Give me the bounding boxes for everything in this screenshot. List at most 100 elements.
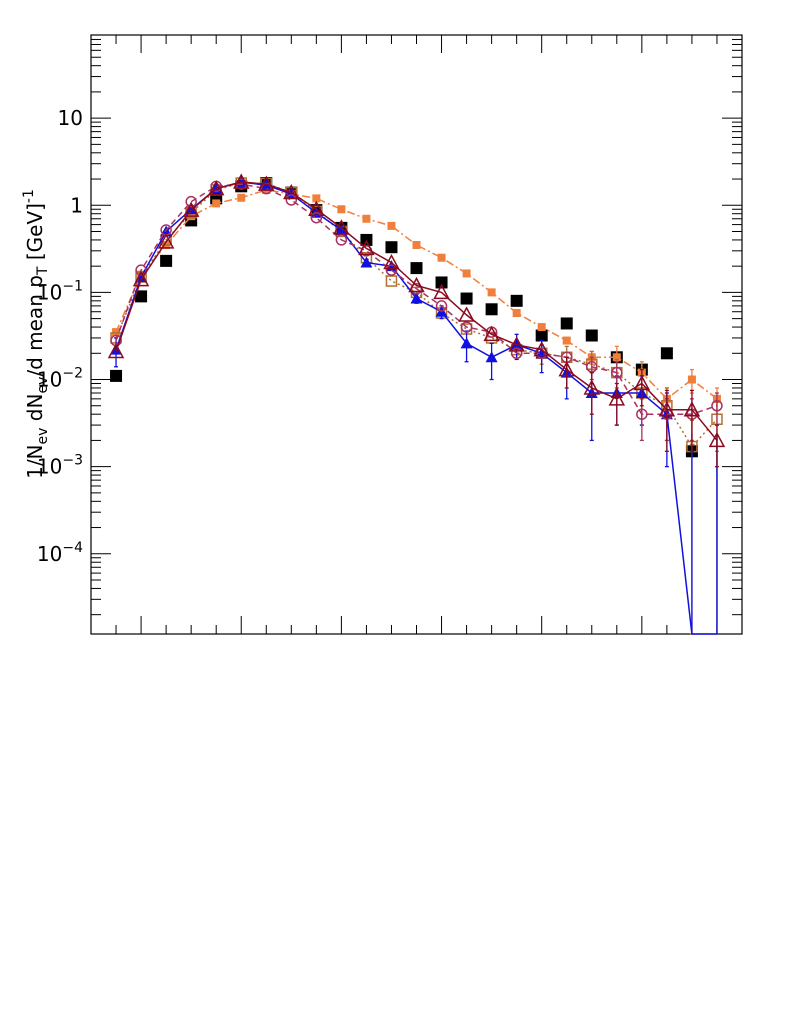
y-axis-label: 1/Nev dNev/d mean pT [GeV]-1 — [21, 189, 51, 479]
data-point — [460, 321, 473, 333]
data-point — [485, 351, 498, 363]
y-axis-label-sub: ev — [35, 428, 51, 445]
y-tick-label-base: 10 — [37, 455, 62, 479]
series — [110, 178, 723, 442]
y-tick-label: 10 — [58, 106, 83, 130]
data-point — [258, 175, 275, 191]
data-point — [510, 294, 523, 307]
data-point — [633, 374, 651, 391]
y-axis-label-sub: T — [35, 266, 51, 276]
y-tick-label-base: 10 — [37, 368, 62, 392]
data-point — [558, 361, 575, 377]
data-point — [335, 224, 348, 236]
series-line — [115, 182, 718, 448]
data-point — [611, 366, 623, 379]
data-point — [107, 342, 125, 359]
data-point — [383, 253, 400, 270]
data-point — [135, 290, 148, 303]
data-point — [612, 353, 621, 362]
y-tick-label-exponent: −2 — [62, 366, 83, 382]
y-axis-label-part: dN — [23, 394, 47, 428]
data-point — [185, 203, 198, 215]
data-point — [185, 195, 197, 208]
y-tick-label: 10−4 — [37, 540, 83, 566]
data-point — [460, 337, 473, 349]
y-axis-label-sub: ev — [35, 377, 51, 394]
data-point — [157, 233, 175, 249]
y-tick-label-exponent: −1 — [62, 278, 83, 294]
data-point — [335, 234, 348, 246]
data-point — [285, 194, 298, 206]
data-point — [485, 303, 498, 316]
data-point — [711, 399, 723, 412]
y-tick-label-exponent: −3 — [62, 453, 83, 469]
y-axis-label-part: /d mean p — [23, 275, 47, 377]
plot-frame — [90, 34, 743, 635]
y-tick-label-base: 1 — [70, 193, 83, 217]
data-point — [586, 361, 598, 373]
data-point — [512, 309, 521, 318]
y-axis-label-sup: -1 — [21, 189, 37, 203]
data-point — [333, 219, 350, 235]
y-axis-label-part: 1/N — [23, 444, 47, 478]
data-point — [385, 241, 398, 254]
series-line — [115, 181, 717, 635]
data-point — [458, 306, 475, 322]
data-point — [160, 254, 173, 267]
y-axis-label-part: [GeV] — [23, 203, 47, 266]
data-point — [487, 288, 496, 297]
data-point — [435, 276, 448, 289]
data-point — [337, 205, 346, 214]
data-point — [358, 239, 375, 256]
data-point — [658, 401, 676, 417]
data-point — [510, 347, 523, 360]
data-point — [385, 275, 398, 287]
data-point — [362, 214, 371, 223]
data-point — [660, 347, 673, 360]
data-point — [562, 336, 571, 345]
data-point — [212, 199, 221, 208]
y-tick-label-base: 10 — [37, 542, 62, 566]
data-point — [312, 194, 321, 203]
data-point — [583, 379, 601, 395]
data-point — [110, 369, 123, 382]
y-tick-label: 10−3 — [37, 453, 83, 479]
series — [107, 173, 726, 468]
y-tick-label: 10−1 — [37, 278, 83, 304]
y-tick-label-exponent: −4 — [62, 540, 83, 556]
y-tick-label-base: 10 — [37, 280, 62, 304]
data-point — [387, 221, 396, 230]
data-point — [437, 253, 446, 262]
data-point — [533, 341, 550, 357]
series-layer — [107, 173, 726, 635]
data-point — [135, 264, 147, 276]
data-point — [483, 325, 500, 342]
y-tick-label: 1 — [70, 193, 83, 217]
data-point — [435, 300, 448, 312]
data-point — [608, 390, 626, 406]
axis-ticks — [90, 34, 743, 634]
data-point — [636, 408, 648, 420]
data-point — [433, 283, 450, 300]
data-point — [537, 323, 546, 332]
data-point — [232, 173, 250, 189]
data-point — [132, 271, 150, 287]
data-point — [283, 183, 300, 200]
data-point — [560, 317, 573, 330]
data-point — [708, 431, 726, 448]
data-point — [360, 256, 373, 268]
data-point — [237, 193, 246, 202]
data-point — [112, 328, 121, 337]
data-point — [460, 292, 473, 305]
data-point — [410, 262, 423, 275]
data-point — [308, 200, 325, 217]
data-point — [385, 264, 398, 276]
data-point — [408, 276, 425, 293]
y-tick-label: 10−2 — [37, 366, 83, 392]
data-point — [182, 201, 200, 217]
data-point — [585, 329, 598, 342]
data-point — [410, 292, 423, 304]
